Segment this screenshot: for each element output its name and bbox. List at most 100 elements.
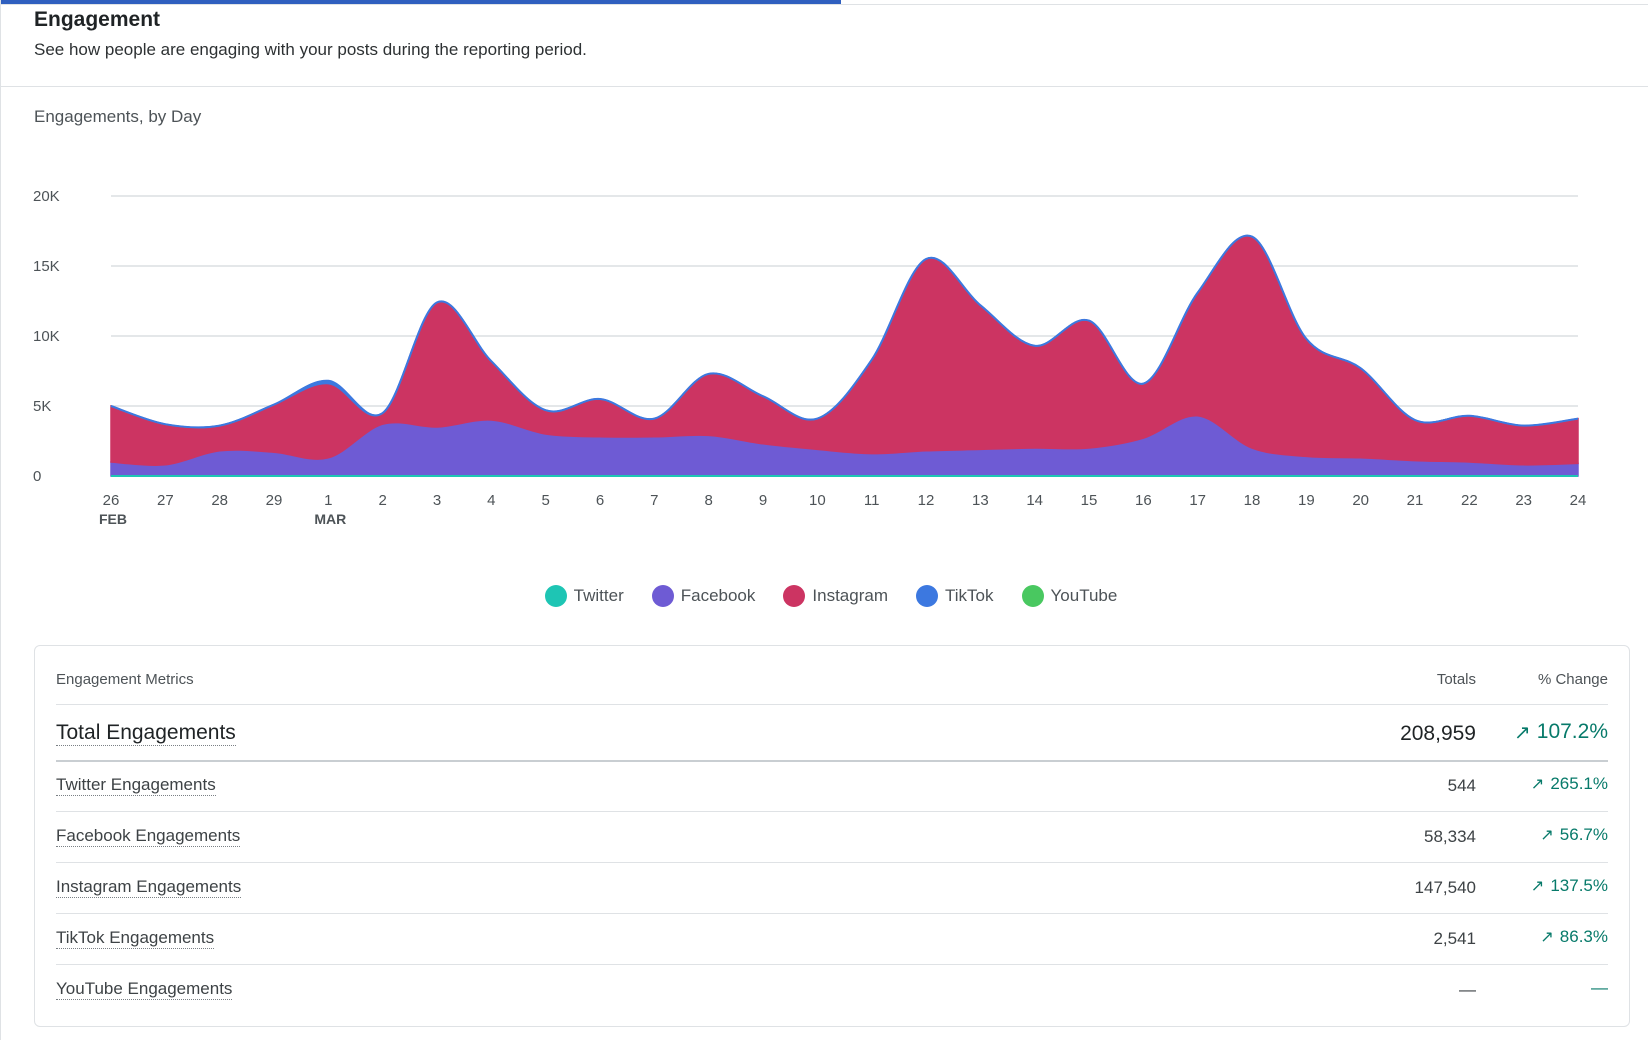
trend-up-icon: ↗ [1530, 775, 1545, 793]
column-header-metrics: Engagement Metrics [56, 671, 194, 688]
y-tick-label: 5K [33, 398, 51, 415]
x-tick-label: 13 [972, 492, 989, 509]
page-subtitle: See how people are engaging with your po… [34, 40, 587, 59]
metric-change-value: 56.7% [1559, 825, 1608, 844]
x-tick-label: 14 [1026, 492, 1043, 509]
metric-change-value: 265.1% [1550, 774, 1608, 793]
progress-track [1, 0, 1648, 5]
x-tick-label: 15 [1081, 492, 1098, 509]
legend-swatch-facebook [651, 585, 674, 607]
x-tick-label: 16 [1135, 492, 1152, 509]
metric-change-value: — [1591, 978, 1608, 997]
x-tick-label: 11 [864, 492, 880, 509]
x-tick-label: 20 [1352, 492, 1369, 509]
metric-link-youtube-engagements[interactable]: YouTube Engagements [56, 979, 233, 1000]
metric-link-total-engagements[interactable]: Total Engagements [56, 721, 236, 746]
x-tick-label: 12 [918, 492, 935, 509]
trend-up-icon: ↗ [1514, 722, 1531, 744]
x-tick-label: 1 [324, 492, 332, 509]
engagement-metrics-table: Engagement Metrics Totals % Change Total… [34, 645, 1630, 1027]
metric-link-tiktok-engagements[interactable]: TikTok Engagements [56, 928, 215, 949]
y-tick-label: 20K [33, 188, 60, 205]
metric-change: ↗ 265.1% [1531, 774, 1608, 794]
table-row-tiktok-engagements: TikTok Engagements 2,541 ↗ 86.3% [56, 913, 1608, 965]
table-row-youtube-engagements: YouTube Engagements — — [56, 964, 1608, 1015]
legend-item-instagram[interactable]: Instagram [783, 585, 888, 607]
y-tick-label: 10K [33, 328, 60, 345]
legend-label: YouTube [1050, 586, 1118, 605]
x-tick-label: 21 [1407, 492, 1424, 509]
metric-total: 58,334 [1424, 827, 1476, 846]
column-header-change: % Change [1537, 671, 1608, 688]
x-tick-label: 3 [433, 492, 441, 509]
legend-swatch-instagram [783, 585, 806, 607]
x-tick-label: 17 [1189, 492, 1206, 509]
legend-item-youtube[interactable]: YouTube [1021, 585, 1118, 607]
x-tick-label: 9 [759, 492, 767, 509]
table-row-facebook-engagements: Facebook Engagements 58,334 ↗ 56.7% [56, 811, 1608, 863]
legend-item-facebook[interactable]: Facebook [651, 585, 756, 607]
metric-change: ↗ 107.2% [1514, 720, 1608, 745]
table-header: Engagement Metrics Totals % Change [56, 646, 1608, 705]
legend-swatch-youtube [1021, 585, 1044, 607]
x-tick-label: 22 [1461, 492, 1478, 509]
legend-item-twitter[interactable]: Twitter [544, 585, 624, 607]
metric-change-value: 137.5% [1550, 876, 1608, 895]
metric-change-value: 86.3% [1559, 927, 1608, 946]
legend-swatch-tiktok [916, 585, 938, 607]
x-tick-label: 8 [704, 492, 712, 509]
legend-item-tiktok[interactable]: TikTok [916, 585, 994, 607]
x-tick-label: 28 [211, 492, 228, 509]
metric-link-facebook-engagements[interactable]: Facebook Engagements [56, 826, 241, 847]
month-label: FEB [99, 511, 127, 527]
area-top-outline [110, 234, 1579, 429]
trend-up-icon: ↗ [1540, 928, 1554, 946]
metric-total: 208,959 [1400, 722, 1476, 745]
metric-link-instagram-engagements[interactable]: Instagram Engagements [56, 877, 242, 898]
metric-total: — [1459, 980, 1476, 999]
metric-total: 544 [1447, 776, 1476, 795]
x-tick-label: 29 [266, 492, 283, 509]
y-tick-label: 0 [33, 468, 41, 485]
legend-label: TikTok [945, 586, 994, 605]
legend-swatch-twitter [544, 585, 567, 607]
chart-title: Engagements, by Day [34, 107, 202, 126]
x-tick-label: 2 [378, 492, 386, 509]
x-tick-label: 6 [596, 492, 604, 509]
table-row-instagram-engagements: Instagram Engagements 147,540 ↗ 137.5% [56, 862, 1608, 914]
y-tick-label: 15K [33, 258, 60, 275]
column-header-totals: Totals [1436, 671, 1476, 688]
section-header: Engagement See how people are engaging w… [1, 0, 1648, 87]
trend-up-icon: ↗ [1530, 877, 1545, 895]
metric-change: — [1591, 978, 1608, 998]
chart-legend: Twitter Facebook Instagram TikTok YouTub… [1, 585, 1648, 607]
x-tick-label: 10 [809, 492, 826, 509]
x-tick-label: 23 [1515, 492, 1532, 509]
legend-label: Instagram [812, 586, 888, 605]
metric-change: ↗ 137.5% [1531, 876, 1608, 896]
metric-link-twitter-engagements[interactable]: Twitter Engagements [56, 775, 216, 796]
page-title: Engagement [34, 8, 161, 31]
trend-up-icon: ↗ [1540, 826, 1554, 844]
legend-label: Facebook [680, 586, 756, 605]
x-tick-label: 19 [1298, 492, 1315, 509]
metric-total: 147,540 [1414, 878, 1476, 897]
table-row-total-engagements: Total Engagements 208,959 ↗ 107.2% [56, 704, 1608, 762]
month-label: MAR [314, 511, 346, 527]
x-tick-label: 18 [1244, 492, 1261, 509]
x-tick-label: 5 [541, 492, 549, 509]
metric-change: ↗ 86.3% [1540, 927, 1608, 947]
area-instagram[interactable] [110, 234, 1579, 466]
x-tick-label: 4 [487, 492, 495, 509]
x-tick-label: 27 [157, 492, 174, 509]
x-tick-label: 24 [1570, 492, 1587, 509]
x-tick-label: 26 [103, 492, 120, 509]
progress-bar [1, 0, 842, 4]
metric-total: 2,541 [1433, 929, 1476, 948]
legend-label: Twitter [573, 586, 624, 605]
x-tick-label: 7 [650, 492, 658, 509]
metric-change: ↗ 56.7% [1540, 825, 1608, 845]
table-row-twitter-engagements: Twitter Engagements 544 ↗ 265.1% [56, 760, 1608, 812]
